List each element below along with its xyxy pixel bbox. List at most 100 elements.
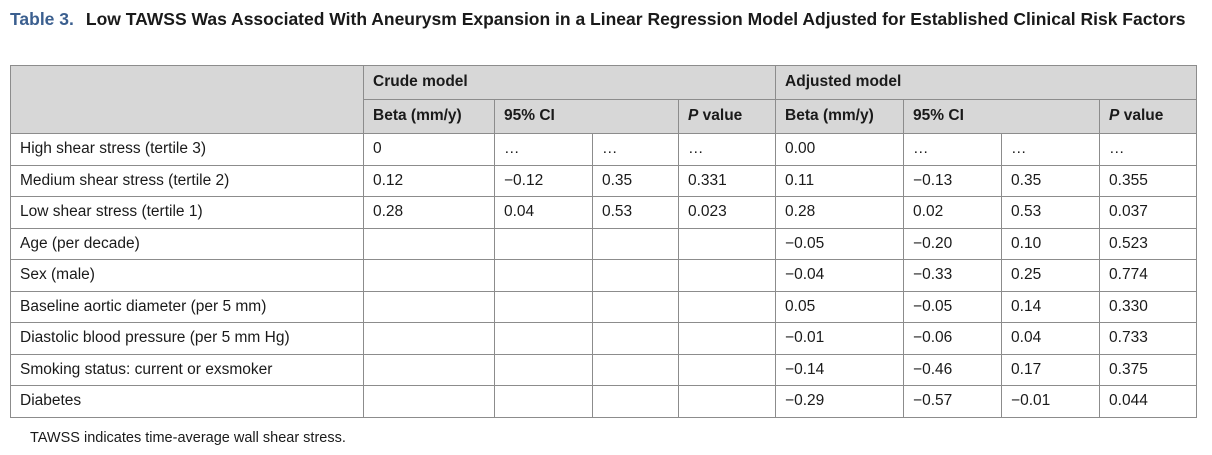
cell-adjusted-beta: 0.11 [775, 164, 905, 197]
row-label: Medium shear stress (tertile 2) [10, 164, 364, 197]
cell-crude-beta [363, 259, 495, 292]
table-row: Medium shear stress (tertile 2) 0.12 −0.12… [10, 164, 1198, 197]
table-row: Age (per decade) −0.05 −0.20 0.10 0.523 [10, 227, 1198, 260]
cell-adjusted-pvalue: 0.375 [1099, 353, 1198, 386]
cell-adjusted-ci-upper: 0.10 [1001, 227, 1101, 260]
cell-adjusted-ci-upper: −0.01 [1001, 385, 1101, 418]
cell-crude-ci-upper [592, 385, 679, 418]
cell-adjusted-beta: 0.28 [775, 196, 905, 229]
cell-adjusted-ci-upper: 0.35 [1001, 164, 1101, 197]
cell-crude-ci-lower: −0.12 [494, 164, 593, 197]
table-footnote: TAWSS indicates time-average wall shear … [30, 430, 346, 446]
cell-adjusted-pvalue: 0.523 [1099, 227, 1198, 260]
cell-crude-pvalue [677, 322, 777, 355]
header-crude-beta: Beta (mm/y) [363, 98, 495, 134]
cell-crude-beta [363, 227, 495, 260]
row-label: Smoking status: current or exsmoker [10, 353, 364, 386]
cell-crude-beta: 0.28 [363, 196, 495, 229]
cell-crude-ci-upper [592, 227, 679, 260]
table-title: Table 3. Low TAWSS Was Associated With An… [10, 8, 1200, 31]
header-adjusted-model: Adjusted model [775, 65, 1198, 100]
cell-adjusted-pvalue: 0.330 [1099, 290, 1198, 323]
cell-adjusted-beta: −0.14 [775, 353, 905, 386]
row-label: Diastolic blood pressure (per 5 mm Hg) [10, 322, 364, 355]
cell-crude-pvalue [677, 353, 777, 386]
cell-adjusted-ci-upper: 0.04 [1001, 322, 1101, 355]
cell-adjusted-ci-lower: −0.13 [903, 164, 1003, 197]
cell-crude-beta: 0 [363, 133, 495, 166]
row-label: Diabetes [10, 385, 364, 418]
cell-crude-ci-lower [494, 290, 593, 323]
value-word: value [1119, 107, 1164, 125]
p-letter: P [1109, 107, 1120, 125]
cell-adjusted-ci-lower: … [903, 133, 1003, 166]
cell-crude-pvalue: 0.331 [677, 164, 777, 197]
header-row-columns: Beta (mm/y) 95% CI P value Beta (mm/y) 9… [11, 98, 1198, 134]
cell-adjusted-beta: 0.00 [775, 133, 905, 166]
header-adjusted-ci: 95% CI [903, 98, 1101, 134]
cell-adjusted-pvalue: … [1099, 133, 1198, 166]
header-crude-ci: 95% CI [494, 98, 679, 134]
cell-crude-ci-lower: … [494, 133, 593, 166]
row-label: Baseline aortic diameter (per 5 mm) [10, 290, 364, 323]
cell-crude-beta: 0.12 [363, 164, 495, 197]
cell-crude-ci-upper: 0.35 [592, 164, 679, 197]
cell-adjusted-ci-upper: … [1001, 133, 1101, 166]
header-crude-pvalue: P value [677, 98, 777, 134]
cell-crude-pvalue [677, 227, 777, 260]
header-empty-cell [10, 65, 364, 134]
cell-adjusted-pvalue: 0.355 [1099, 164, 1198, 197]
cell-crude-ci-upper [592, 322, 679, 355]
cell-crude-ci-upper [592, 259, 679, 292]
table-caption: Low TAWSS Was Associated With Aneurysm E… [85, 9, 1186, 29]
cell-adjusted-ci-upper: 0.14 [1001, 290, 1101, 323]
table-row: Smoking status: current or exsmoker −0.14… [10, 353, 1198, 386]
table-row: Baseline aortic diameter (per 5 mm) 0.05−… [10, 290, 1198, 323]
cell-crude-ci-upper: … [592, 133, 679, 166]
cell-crude-pvalue [677, 385, 777, 418]
cell-adjusted-beta: −0.04 [775, 259, 905, 292]
cell-adjusted-pvalue: 0.037 [1099, 196, 1198, 229]
cell-adjusted-ci-lower: −0.57 [903, 385, 1003, 418]
cell-crude-pvalue: … [677, 133, 777, 166]
cell-crude-pvalue: 0.023 [677, 196, 777, 229]
cell-crude-ci-lower [494, 385, 593, 418]
row-label: Age (per decade) [10, 227, 364, 260]
table-number: Table 3. [10, 9, 74, 29]
regression-table: Crude model Adjusted model Beta (mm/y) 9… [10, 65, 1198, 418]
cell-crude-pvalue [677, 259, 777, 292]
cell-adjusted-ci-upper: 0.53 [1001, 196, 1101, 229]
table-row: Diastolic blood pressure (per 5 mm Hg) −0… [10, 322, 1198, 355]
cell-adjusted-ci-lower: −0.46 [903, 353, 1003, 386]
cell-adjusted-ci-upper: 0.25 [1001, 259, 1101, 292]
cell-crude-ci-lower [494, 353, 593, 386]
cell-adjusted-beta: −0.05 [775, 227, 905, 260]
header-adjusted-pvalue: P value [1099, 98, 1198, 134]
header-adjusted-beta: Beta (mm/y) [775, 98, 905, 134]
row-label: Sex (male) [10, 259, 364, 292]
table-row: Sex (male) −0.04 −0.33 0.25 0.774 [10, 259, 1198, 292]
cell-adjusted-ci-lower: −0.33 [903, 259, 1003, 292]
cell-adjusted-beta: −0.01 [775, 322, 905, 355]
cell-crude-beta [363, 290, 495, 323]
cell-adjusted-beta: −0.29 [775, 385, 905, 418]
cell-adjusted-pvalue: 0.774 [1099, 259, 1198, 292]
cell-adjusted-ci-lower: 0.02 [903, 196, 1003, 229]
cell-adjusted-pvalue: 0.733 [1099, 322, 1198, 355]
cell-crude-ci-lower [494, 227, 593, 260]
cell-crude-beta [363, 322, 495, 355]
header-crude-model: Crude model [362, 65, 777, 100]
cell-adjusted-ci-upper: 0.17 [1001, 353, 1101, 386]
row-label: High shear stress (tertile 3) [10, 133, 364, 166]
cell-adjusted-beta: 0.05 [775, 290, 905, 323]
cell-crude-ci-upper [592, 290, 679, 323]
cell-crude-ci-upper [592, 353, 679, 386]
cell-adjusted-ci-lower: −0.06 [903, 322, 1003, 355]
cell-crude-pvalue [677, 290, 777, 323]
cell-crude-ci-lower [494, 322, 593, 355]
table-row: Diabetes −0.29 −0.57 −0.01 0.044 [10, 385, 1198, 418]
table-row: Low shear stress (tertile 1) 0.28 0.04 0.53… [10, 196, 1198, 229]
cell-adjusted-ci-lower: −0.05 [903, 290, 1003, 323]
table-row: High shear stress (tertile 3) 0……… 0.00……… [10, 133, 1198, 166]
cell-crude-beta [363, 353, 495, 386]
